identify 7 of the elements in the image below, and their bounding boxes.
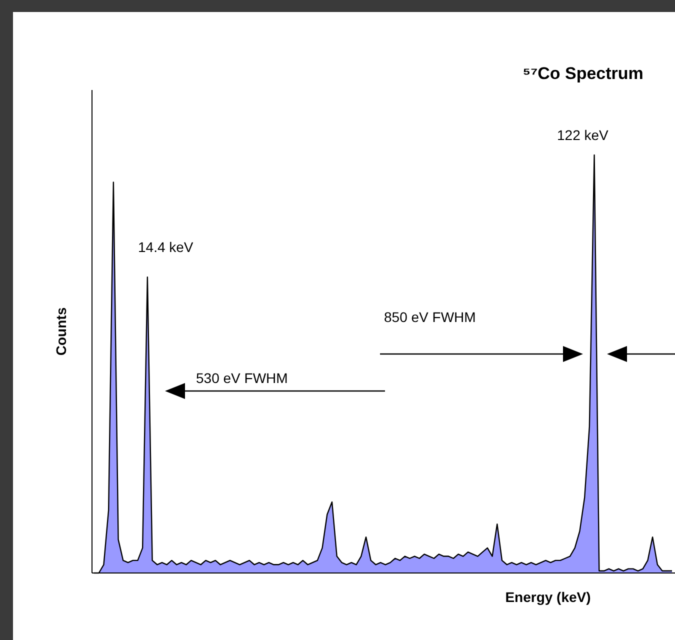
annotation: 530 eV FWHM <box>196 370 288 386</box>
annotation: 14.4 keV <box>138 239 194 255</box>
chart-title: ⁵⁷Co Spectrum <box>522 64 644 83</box>
y-axis-title: Counts <box>53 307 69 356</box>
annotation: 850 eV FWHM <box>384 309 476 325</box>
text: 122 keV <box>557 127 610 143</box>
x-axis-title: Energy (keV) <box>505 589 591 605</box>
